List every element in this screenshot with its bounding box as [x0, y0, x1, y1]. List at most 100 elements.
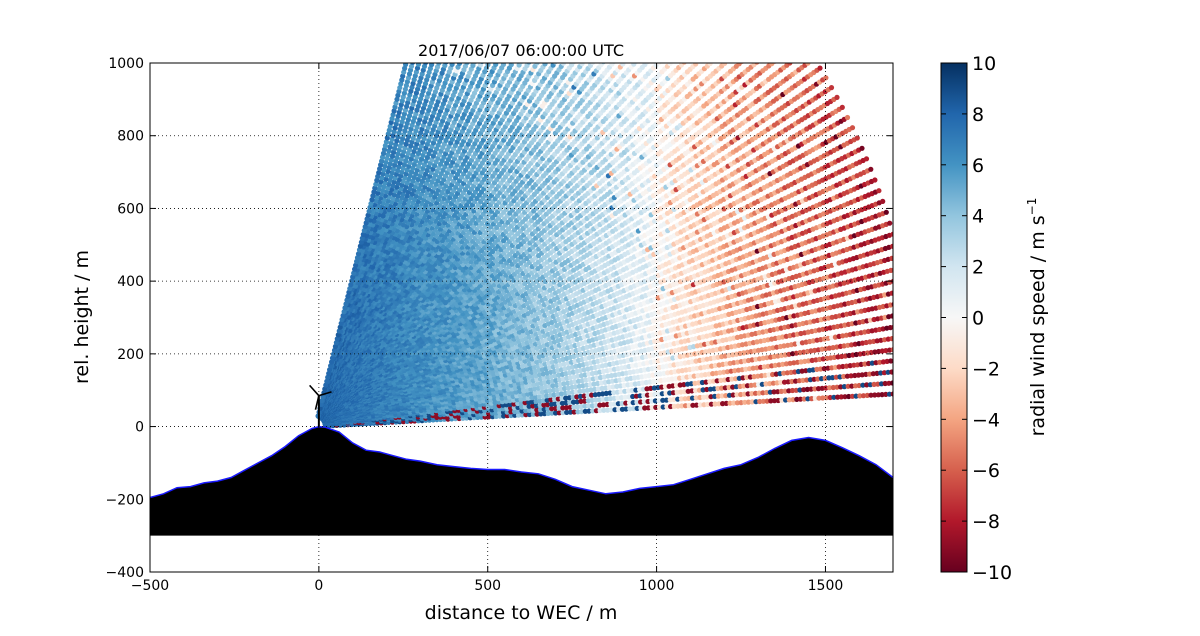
wind-speed-sample [835, 394, 841, 400]
wind-speed-sample [545, 406, 551, 412]
wind-speed-sample [883, 391, 889, 397]
wind-speed-sample [868, 392, 874, 398]
wind-speed-sample [560, 410, 566, 416]
wind-speed-sample [556, 410, 562, 416]
wind-speed-sample [797, 387, 803, 393]
wind-speed-sample [512, 412, 518, 418]
wind-speed-sample [642, 405, 648, 411]
wind-speed-sample [708, 401, 715, 407]
wind-speed-sample [808, 386, 814, 392]
wind-speed-sample [720, 401, 726, 407]
wind-speed-sample [604, 401, 610, 408]
wind-speed-sample [889, 369, 893, 375]
wind-speed-sample [894, 243, 899, 248]
wind-speed-sample [616, 406, 622, 413]
wind-speed-sample [519, 412, 525, 418]
wind-speed-sample [716, 401, 722, 407]
wind-speed-sample [694, 402, 700, 408]
wind-speed-sample [712, 401, 718, 407]
wind-speed-sample [634, 405, 640, 411]
wind-speed-sample [893, 313, 898, 318]
wind-speed-sample [597, 407, 603, 414]
wind-speed-sample [668, 403, 674, 410]
wind-speed-sample [801, 396, 807, 402]
wind-speed-sample [816, 395, 822, 401]
wind-speed-sample [842, 394, 848, 400]
wind-speed-sample [530, 411, 537, 417]
scan-beam [323, 358, 893, 428]
wind-speed-sample [890, 380, 893, 386]
wind-speed-sample [656, 404, 663, 410]
wind-speed-sample [567, 409, 574, 415]
wind-speed-sample [549, 406, 555, 412]
wind-speed-sample [786, 397, 792, 403]
wind-speed-sample [812, 395, 818, 401]
wind-speed-sample [623, 400, 629, 406]
wind-speed-sample [849, 393, 856, 399]
wind-speed-sample [653, 404, 659, 410]
wind-speed-sample [671, 396, 677, 403]
wind-speed-sample [567, 404, 573, 410]
wind-speed-sample [872, 177, 878, 183]
wind-speed-sample [586, 408, 592, 414]
wind-speed-sample [649, 405, 655, 411]
wind-speed-sample [764, 398, 770, 404]
wind-speed-sample [753, 399, 759, 405]
wind-speed-sample [731, 400, 737, 406]
wind-speed-sample [797, 396, 804, 402]
wind-speed-sample [790, 397, 796, 403]
wind-speed-sample [660, 397, 666, 403]
wind-speed-sample [859, 145, 865, 151]
wind-speed-sample [775, 397, 781, 404]
wind-speed-sample [783, 397, 789, 403]
wind-speed-sample [864, 382, 870, 388]
wind-speed-sample [612, 407, 618, 413]
wind-speed-sample [872, 392, 878, 398]
wind-speed-sample [854, 135, 860, 141]
wind-speed-sample [593, 408, 600, 414]
wind-speed-sample [846, 393, 852, 400]
wind-speed-sample [889, 255, 893, 261]
wind-speed-sample [686, 402, 692, 409]
wind-speed-sample [538, 411, 544, 417]
wind-speed-sample [890, 347, 893, 353]
wind-speed-sample [789, 387, 796, 394]
wind-speed-sample [857, 393, 863, 399]
wind-speed-sample [608, 407, 614, 413]
wind-speed-sample [586, 403, 592, 409]
wind-speed-sample [890, 391, 893, 397]
wind-speed-sample [863, 156, 870, 162]
wind-speed-sample [749, 399, 755, 405]
wind-speed-sample [690, 402, 696, 408]
wind-speed-sample [887, 220, 893, 226]
wind-speed-sample [794, 396, 800, 402]
wind-speed-sample [715, 393, 722, 399]
wind-speed-sample [889, 290, 893, 296]
wind-speed-sample [723, 400, 729, 406]
wind-speed-sample [827, 385, 833, 391]
wind-speed-sample [623, 406, 629, 412]
radial-wind-field [315, 63, 899, 429]
wind-speed-sample [549, 410, 555, 416]
wind-speed-sample [630, 406, 637, 412]
wind-speed-sample [879, 392, 885, 398]
wind-speed-sample [876, 188, 882, 194]
wind-speed-sample [853, 393, 859, 399]
wind-speed-sample [571, 409, 577, 415]
wind-speed-sample [682, 403, 689, 409]
wind-speed-sample [827, 394, 833, 401]
wind-speed-sample [805, 396, 811, 402]
wind-speed-sample [768, 398, 774, 404]
wind-speed-sample [883, 209, 889, 215]
wind-speed-sample [817, 65, 823, 71]
wind-speed-sample [889, 313, 893, 319]
wind-speed-sample [888, 358, 893, 364]
wind-speed-sample [582, 408, 588, 414]
wind-speed-sample [697, 394, 703, 401]
wind-speed-sample [845, 383, 851, 389]
wind-speed-sample [849, 125, 856, 131]
wind-speed-sample [882, 380, 888, 387]
wind-speed-sample [534, 411, 540, 417]
wind-speed-sample [545, 410, 551, 416]
